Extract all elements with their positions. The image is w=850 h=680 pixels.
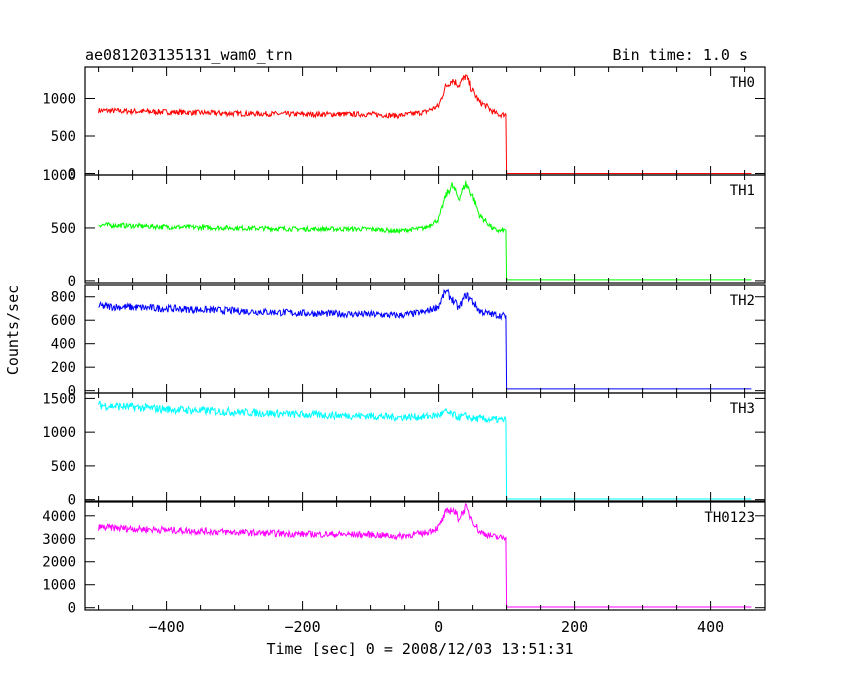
panel-th0: TH0 0 500 1000 — [42, 66, 766, 183]
panel-th1: TH1 0 500 1000 — [42, 168, 766, 290]
panel-th3: TH3 0 500 1000 1500 — [42, 391, 766, 509]
y-tick-label: 0 — [68, 167, 76, 183]
y-tick-label: 2000 — [42, 555, 76, 571]
y-tick-label: 1000 — [42, 92, 76, 108]
y-tick-label: 1000 — [42, 578, 76, 594]
y-tick-label: 3000 — [42, 532, 76, 548]
y-tick-label: 200 — [51, 360, 76, 376]
series-line-th3 — [98, 400, 752, 500]
y-tick-label: 0 — [68, 601, 76, 617]
panel-label: TH3 — [730, 401, 755, 417]
y-tick-label: 500 — [51, 221, 76, 237]
panel-th0123: TH0123 0 1000 2000 3000 4000 — [42, 501, 766, 617]
bin-time-label: Bin time: 1.0 s — [613, 46, 748, 64]
series-line-th1 — [98, 180, 752, 281]
y-tick-label: 500 — [51, 129, 76, 145]
x-tick-label: 400 — [697, 618, 724, 636]
y-axis-label: Counts/sec — [4, 285, 22, 375]
series-line-th2 — [98, 288, 752, 390]
y-tick-label: 1500 — [42, 391, 76, 407]
panel-frame — [84, 66, 766, 176]
y-tick-label: 500 — [51, 459, 76, 475]
y-tick-label: 0 — [68, 493, 76, 509]
panels-group: TH005001000TH105001000TH20200400600800TH… — [42, 66, 766, 636]
figure-title: ae081203135131_wam0_trn — [85, 46, 293, 64]
panel-label: TH0 — [730, 75, 755, 91]
x-tick-label: 0 — [434, 618, 443, 636]
panel-frame — [84, 501, 766, 611]
panel-frame — [84, 174, 766, 284]
y-tick-label: 400 — [51, 337, 76, 353]
y-tick-label: 4000 — [42, 509, 76, 525]
y-tick-label: 0 — [68, 384, 76, 400]
panel-frame — [84, 392, 766, 502]
y-tick-label: 800 — [51, 290, 76, 306]
panel-label: TH1 — [730, 183, 755, 199]
x-tick-label: 200 — [561, 618, 588, 636]
x-tick-label: −400 — [149, 618, 185, 636]
x-axis-label: Time [sec] 0 = 2008/12/03 13:51:31 — [266, 640, 573, 658]
series-line-th0123 — [98, 502, 752, 608]
panel-frame — [84, 284, 766, 394]
x-tick-label: −200 — [285, 618, 321, 636]
panel-th2: TH2 0 200 400 600 800 — [51, 284, 766, 400]
y-tick-label: 1000 — [42, 425, 76, 441]
panel-label: TH0123 — [704, 510, 755, 526]
series-line-th0 — [98, 73, 752, 174]
y-tick-label: 600 — [51, 313, 76, 329]
panel-label: TH2 — [730, 293, 755, 309]
y-tick-label: 0 — [68, 274, 76, 290]
y-tick-label: 1000 — [42, 168, 76, 184]
